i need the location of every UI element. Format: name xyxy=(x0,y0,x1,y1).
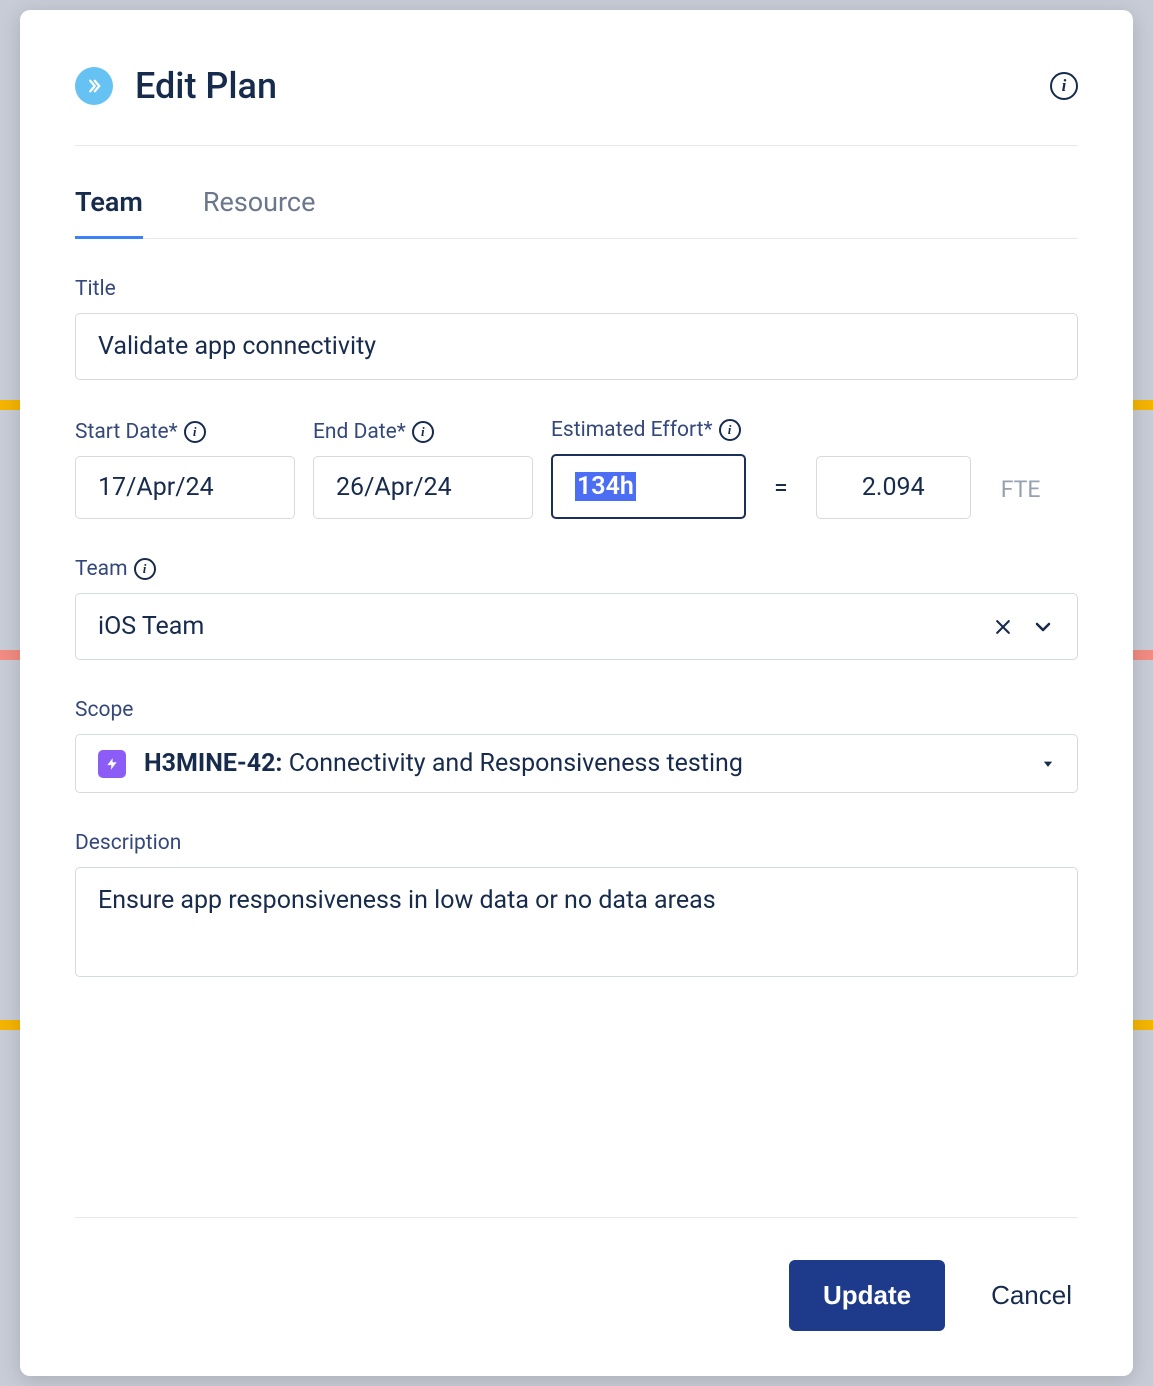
modal-header: Edit Plan i xyxy=(75,65,1078,107)
tabs: Team Resource xyxy=(75,174,1078,239)
scope-select[interactable]: H3MINE-42: Connectivity and Responsivene… xyxy=(75,734,1078,793)
title-label: Title xyxy=(75,277,1078,301)
modal-footer: Update Cancel xyxy=(75,1217,1078,1331)
team-select-value: iOS Team xyxy=(98,612,204,641)
info-icon[interactable]: i xyxy=(184,421,206,443)
update-button[interactable]: Update xyxy=(789,1260,945,1331)
field-estimated-effort: Estimated Effort* i 134h xyxy=(551,418,746,519)
estimated-effort-input[interactable]: 134h xyxy=(551,454,746,519)
info-icon[interactable]: i xyxy=(719,419,741,441)
start-date-label: Start Date* i xyxy=(75,420,295,444)
scope-label: Scope xyxy=(75,698,1078,722)
end-date-label: End Date* i xyxy=(313,420,533,444)
cancel-button[interactable]: Cancel xyxy=(985,1279,1078,1312)
estimated-effort-label: Estimated Effort* i xyxy=(551,418,746,442)
fte-unit-label: FTE xyxy=(989,476,1041,519)
epic-icon xyxy=(98,750,126,778)
scope-value: H3MINE-42: Connectivity and Responsivene… xyxy=(98,749,743,778)
info-icon[interactable]: i xyxy=(412,421,434,443)
estimated-effort-label-text: Estimated Effort* xyxy=(551,418,713,442)
expand-panel-icon[interactable] xyxy=(75,67,113,105)
field-start-date: Start Date* i xyxy=(75,420,295,519)
description-label: Description xyxy=(75,831,1078,855)
start-date-input[interactable] xyxy=(75,456,295,519)
caret-down-icon[interactable] xyxy=(1041,757,1055,771)
dates-row: Start Date* i End Date* i Estimated Effo… xyxy=(75,418,1078,519)
field-end-date: End Date* i xyxy=(313,420,533,519)
field-description: Description xyxy=(75,831,1078,981)
tab-team[interactable]: Team xyxy=(75,174,143,239)
form-area: Title Start Date* i End Date* i xyxy=(75,239,1078,1187)
end-date-input[interactable] xyxy=(313,456,533,519)
title-input[interactable] xyxy=(75,313,1078,380)
tab-resource[interactable]: Resource xyxy=(203,174,316,239)
equals-sign: = xyxy=(764,474,798,519)
info-icon[interactable]: i xyxy=(134,558,156,580)
edit-plan-modal: Edit Plan i Team Resource Title Start Da… xyxy=(20,10,1133,1376)
divider xyxy=(75,145,1078,146)
info-icon[interactable]: i xyxy=(1050,72,1078,100)
scope-key: H3MINE-42: xyxy=(144,749,282,778)
clear-icon[interactable] xyxy=(993,617,1013,637)
start-date-label-text: Start Date* xyxy=(75,420,178,444)
field-title: Title xyxy=(75,277,1078,380)
header-left: Edit Plan xyxy=(75,65,277,107)
scope-summary: Connectivity and Responsiveness testing xyxy=(289,749,743,778)
fte-input[interactable] xyxy=(816,456,971,519)
modal-title: Edit Plan xyxy=(135,65,277,107)
chevron-down-icon[interactable] xyxy=(1031,615,1055,639)
field-scope: Scope H3MINE-42: Connectivity and Respon… xyxy=(75,698,1078,793)
team-label-text: Team xyxy=(75,557,128,581)
team-select[interactable]: iOS Team xyxy=(75,593,1078,660)
team-label: Team i xyxy=(75,557,1078,581)
end-date-label-text: End Date* xyxy=(313,420,406,444)
effort-selected-text: 134h xyxy=(575,472,636,501)
description-input[interactable] xyxy=(75,867,1078,977)
field-team: Team i iOS Team xyxy=(75,557,1078,660)
